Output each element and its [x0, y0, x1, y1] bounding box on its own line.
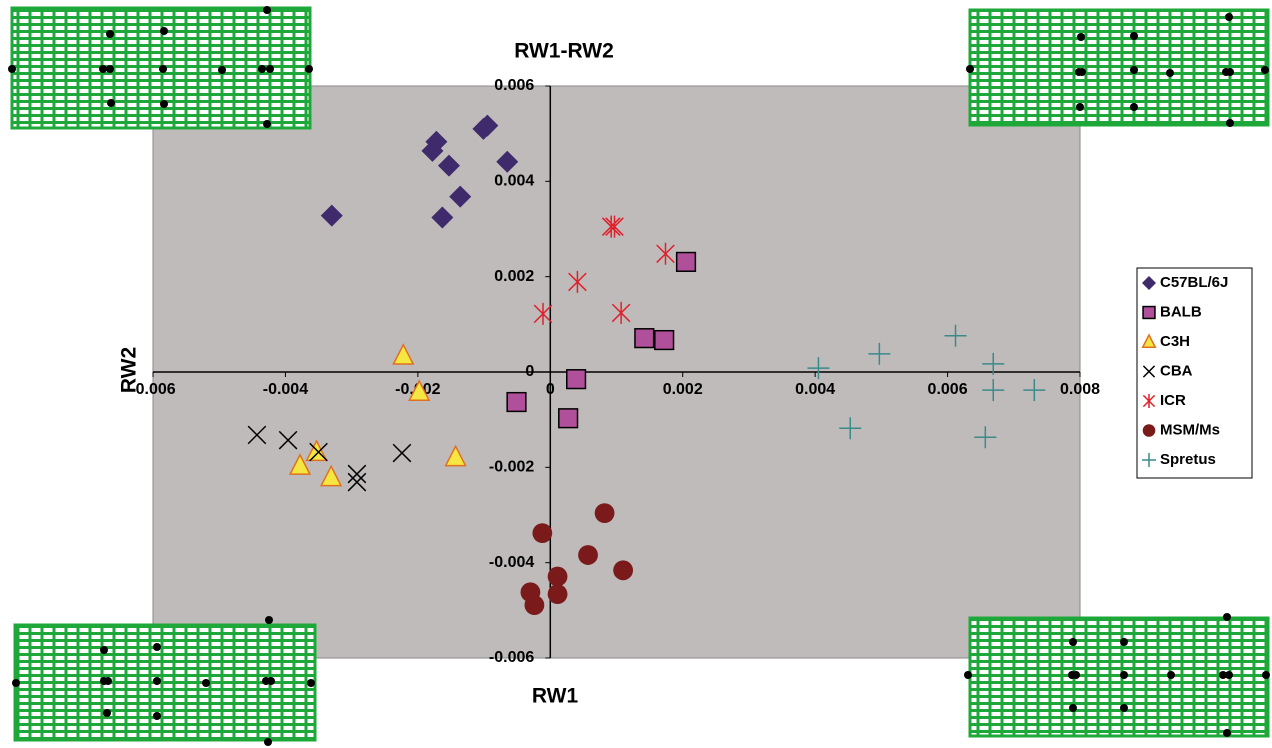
chart-title: RW1-RW2: [514, 40, 614, 63]
x-tick-label: 0.006: [928, 381, 968, 398]
y-tick-label: -0.004: [489, 554, 534, 571]
legend-label: ICR: [1160, 392, 1186, 409]
deformation-grid: [964, 613, 1270, 737]
point: [655, 331, 674, 350]
legend-label: BALB: [1160, 303, 1202, 320]
point: [548, 567, 568, 587]
legend-item: C3H: [1143, 333, 1190, 350]
y-tick-label: 0.006: [494, 77, 534, 94]
legend-label: CBA: [1160, 362, 1193, 379]
y-tick-label: -0.006: [489, 649, 534, 666]
point: [507, 393, 526, 412]
y-tick-label: 0: [525, 363, 534, 380]
point: [567, 370, 586, 389]
legend-label: MSM/Ms: [1160, 421, 1220, 438]
x-tick-label: 0.002: [663, 381, 703, 398]
legend: [1137, 268, 1252, 478]
chart: RW1-RW2 RW1 RW2 -0.006-0.004-0.00200.002…: [0, 0, 1272, 748]
y-tick-label: -0.002: [489, 459, 534, 476]
point: [532, 523, 552, 543]
x-tick-label: 0.008: [1060, 381, 1100, 398]
legend-marker: [1143, 307, 1155, 319]
point: [635, 329, 654, 348]
legend-label: C57BL/6J: [1160, 274, 1228, 291]
y-tick-label: 0.002: [494, 268, 534, 285]
point: [578, 545, 598, 565]
point: [595, 503, 615, 523]
x-tick-label: -0.006: [130, 381, 175, 398]
deformation-grid: [8, 6, 313, 128]
legend-label: Spretus: [1160, 451, 1216, 468]
x-tick-label: 0.004: [795, 381, 835, 398]
point: [524, 595, 544, 615]
point: [548, 584, 568, 604]
y-tick-label: 0.004: [494, 173, 534, 190]
point: [559, 409, 578, 428]
legend-item: BALB: [1143, 303, 1202, 320]
x-tick-label: -0.004: [263, 381, 308, 398]
legend-label: C3H: [1160, 333, 1190, 350]
x-tick-label: 0: [546, 381, 555, 398]
point: [613, 560, 633, 580]
deformation-grid: [12, 616, 315, 746]
legend-marker: [1143, 424, 1156, 437]
x-axis-title: RW1: [532, 685, 579, 708]
deformation-grid: [966, 10, 1269, 127]
point: [677, 253, 696, 272]
